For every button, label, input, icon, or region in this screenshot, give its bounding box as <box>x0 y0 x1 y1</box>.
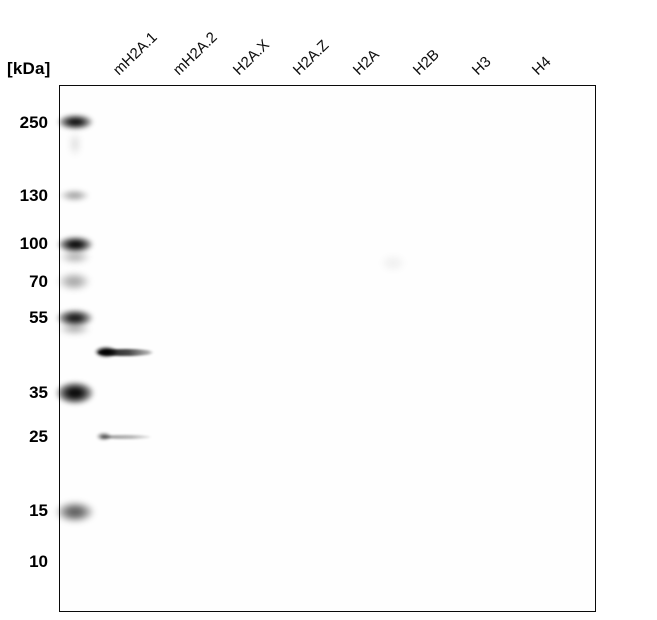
ladder-band-130 <box>59 189 90 202</box>
marker-label-100: 100 <box>19 234 48 253</box>
ladder-band-250 <box>57 114 94 130</box>
marker-label-55: 55 <box>29 308 48 327</box>
background-smudge <box>380 254 406 272</box>
ladder-band-100 <box>57 236 94 253</box>
marker-label-35: 35 <box>29 383 48 402</box>
ladder-band-15 <box>55 501 95 523</box>
marker-label-25: 25 <box>29 427 48 446</box>
marker-label-10: 10 <box>29 552 48 571</box>
ladder-band-250-smear <box>68 131 82 157</box>
marker-label-15: 15 <box>29 501 48 520</box>
sample-band-mh2a1-40kda <box>98 349 154 356</box>
blot-membrane <box>59 85 596 612</box>
marker-label-130: 130 <box>19 186 48 205</box>
sample-band-mh2a1-25kda-cap <box>96 432 112 441</box>
ladder-band-55-shadow <box>58 323 91 335</box>
marker-label-70: 70 <box>29 272 48 291</box>
ladder-band-100-shadow <box>59 250 91 264</box>
sample-band-mh2a1-25kda <box>101 435 152 439</box>
ladder-band-70 <box>57 272 91 291</box>
ladder-band-35 <box>55 381 95 405</box>
ladder-band-55 <box>56 309 94 327</box>
marker-label-250: 250 <box>19 113 48 132</box>
unit-label: [kDa] <box>7 59 51 78</box>
